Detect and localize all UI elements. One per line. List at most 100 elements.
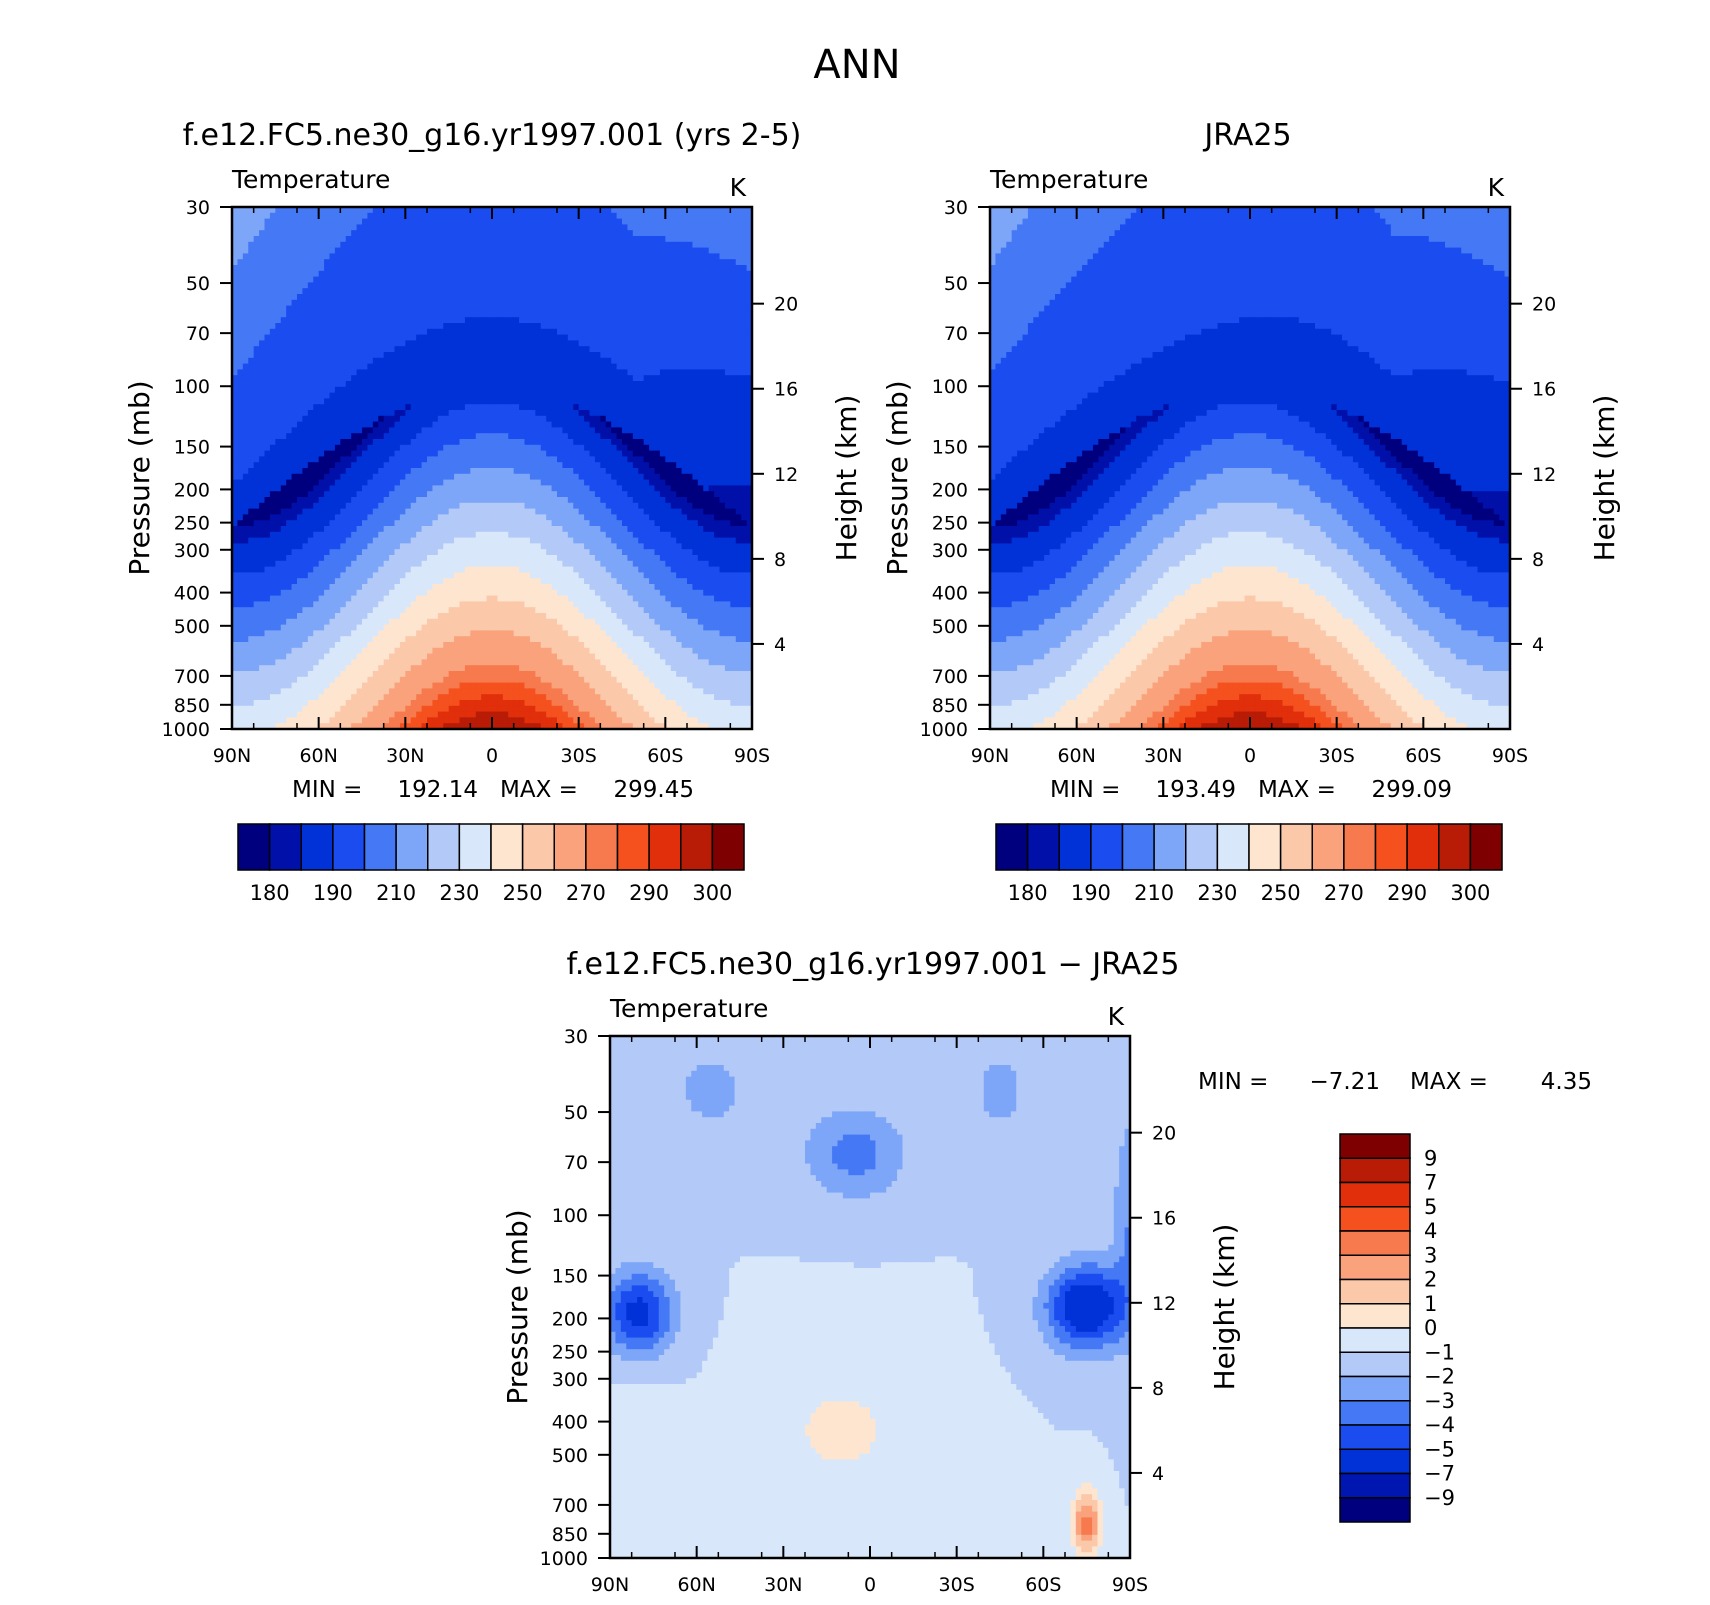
field-cell [243,474,249,480]
field-cell [671,462,677,468]
field-cell [362,271,368,277]
field-cell [465,340,471,346]
field-cell [292,242,298,248]
field-cell [730,393,736,399]
field-cell [308,277,314,283]
field-cell [600,224,606,230]
field-cell [514,282,520,288]
field-cell [503,213,509,219]
field-cell [535,311,541,317]
field-cell [270,213,276,219]
field-cell [281,485,287,491]
field-cell [617,259,623,265]
field-cell [682,427,688,433]
field-cell [692,462,698,468]
field-cell [617,288,623,294]
field-cell [427,456,433,462]
field-cell [384,300,390,306]
field-cell [682,497,688,503]
field-cell [552,213,558,219]
field-cell [427,242,433,248]
field-cell [595,445,601,451]
field-cell [562,439,568,445]
field-cell [703,323,709,329]
field-cell [519,224,525,230]
field-cell [519,491,525,497]
field-cell [606,335,612,341]
field-cell [730,306,736,312]
field-cell [514,224,520,230]
field-cell [313,224,319,230]
field-cell [617,474,623,480]
field-cell [525,340,531,346]
field-cell [243,329,249,335]
field-cell [649,340,655,346]
field-cell [286,422,292,428]
field-cell [432,346,438,352]
field-cell [562,503,568,509]
field-cell [519,364,525,370]
field-cell [546,503,552,509]
field-cell [519,468,525,474]
field-cell [525,416,531,422]
field-cell [292,497,298,503]
field-cell [465,282,471,288]
field-cell [351,491,357,497]
field-cell [497,364,503,370]
field-cell [367,503,373,509]
field-cell [736,323,742,329]
field-cell [470,485,476,491]
field-cell [687,410,693,416]
field-cell [671,271,677,277]
field-cell [270,271,276,277]
field-cell [308,375,314,381]
field-cell [714,265,720,271]
field-cell [730,398,736,404]
field-cell [638,480,644,486]
field-cell [676,393,682,399]
field-cell [422,352,428,358]
field-cell [503,445,509,451]
field-cell [449,485,455,491]
field-cell [237,253,243,259]
field-cell [319,253,325,259]
field-cell [622,265,628,271]
field-cell [541,242,547,248]
field-cell [633,410,639,416]
field-cell [411,485,417,491]
field-cell [340,433,346,439]
field-cell [627,381,633,387]
field-cell [644,277,650,283]
field-cell [611,213,617,219]
field-cell [330,335,336,341]
field-cell [357,271,363,277]
field-cell [546,485,552,491]
field-cell [736,340,742,346]
field-cell [275,248,281,254]
field-cell [422,253,428,259]
field-cell [438,277,444,283]
field-cell [302,369,308,375]
field-cell [709,311,715,317]
field-cell [741,294,747,300]
field-cell [557,462,563,468]
field-cell [660,340,666,346]
field-cell [237,491,243,497]
field-cell [454,404,460,410]
field-cell [292,427,298,433]
field-cell [308,416,314,422]
field-cell [660,236,666,242]
field-cell [378,329,384,335]
field-cell [243,277,249,283]
field-cell [346,248,352,254]
field-cell [736,213,742,219]
field-cell [302,485,308,491]
field-cell [595,433,601,439]
field-cell [373,491,379,497]
field-cell [237,300,243,306]
field-cell [644,219,650,225]
field-cell [465,346,471,352]
field-cell [730,404,736,410]
field-cell [665,329,671,335]
field-cell [405,242,411,248]
